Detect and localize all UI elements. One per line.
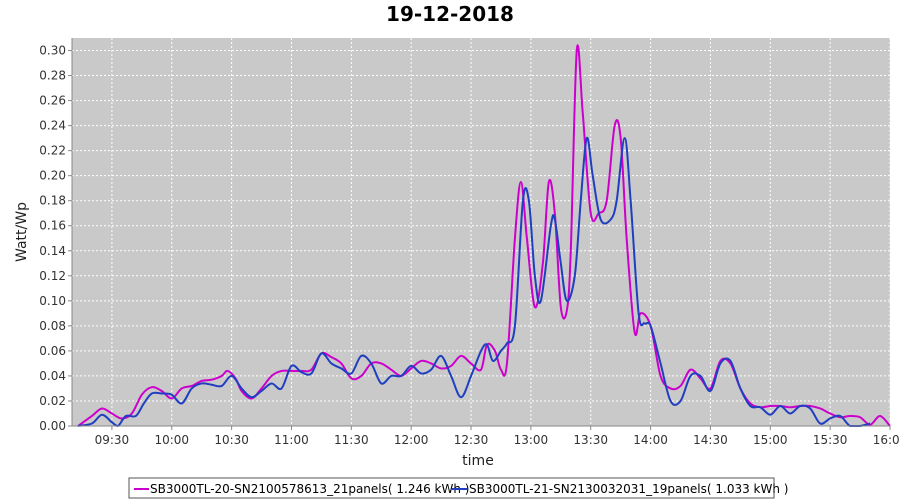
y-tick-label: 0.18 — [39, 194, 66, 208]
x-tick-label: 12:30 — [454, 433, 489, 447]
x-tick-label: 13:00 — [514, 433, 549, 447]
y-tick-label: 0.08 — [39, 319, 66, 333]
x-tick-label: 11:00 — [274, 433, 309, 447]
x-tick-label: 15:30 — [813, 433, 848, 447]
legend-box — [128, 477, 775, 499]
y-tick-label: 0.20 — [39, 169, 66, 183]
y-tick-label: 0.24 — [39, 119, 66, 133]
legend-label-series-2: SB3000TL-21-SN2130032031_19panels( 1.033… — [469, 482, 788, 496]
x-tick-label: 10:30 — [214, 433, 249, 447]
grid-lines — [72, 38, 891, 427]
y-tick-label: 0.10 — [39, 294, 66, 308]
x-tick-label: 14:30 — [693, 433, 728, 447]
y-tick-label: 0.14 — [39, 244, 66, 258]
x-tick-label: 16:00 — [873, 433, 900, 447]
y-tick-label: 0.04 — [39, 369, 66, 383]
y-axis-label: Watt/Wp — [14, 202, 30, 262]
y-tick-label: 0.02 — [39, 394, 66, 408]
x-ticks: 09:30 10:00 10:30 11:00 11:30 12:00 12:30 13:00… — [95, 426, 900, 447]
y-ticks: 0.00 0.02 0.04 0.06 0.08 0.10 0.12 0.14 0.16 0.18… — [39, 44, 72, 433]
series-layer — [77, 44, 891, 427]
y-tick-label: 0.00 — [39, 419, 66, 433]
x-tick-label: 15:00 — [753, 433, 788, 447]
x-tick-label: 13:30 — [573, 433, 608, 447]
x-tick-label: 14:00 — [633, 433, 668, 447]
chart-title: 19-12-2018 — [386, 2, 514, 26]
x-tick-label: 09:30 — [95, 433, 130, 447]
y-tick-label: 0.22 — [39, 144, 66, 158]
x-tick-label: 11:30 — [334, 433, 369, 447]
legend-label-series-1: SB3000TL-20-SN2100578613_21panels( 1.246… — [150, 482, 469, 496]
y-tick-label: 0.26 — [39, 94, 66, 108]
x-axis-label: time — [462, 453, 494, 469]
y-tick-label: 0.12 — [39, 269, 66, 283]
y-tick-label: 0.28 — [39, 69, 66, 83]
x-tick-label: 10:00 — [154, 433, 189, 447]
y-tick-label: 0.30 — [39, 44, 66, 58]
y-tick-label: 0.06 — [39, 344, 66, 358]
legend: SB3000TL-20-SN2100578613_21panels( 1.246… — [128, 477, 788, 499]
y-tick-label: 0.16 — [39, 219, 66, 233]
plot-area — [72, 38, 890, 426]
series-line-2 — [77, 136, 871, 427]
x-tick-label: 12:00 — [394, 433, 429, 447]
